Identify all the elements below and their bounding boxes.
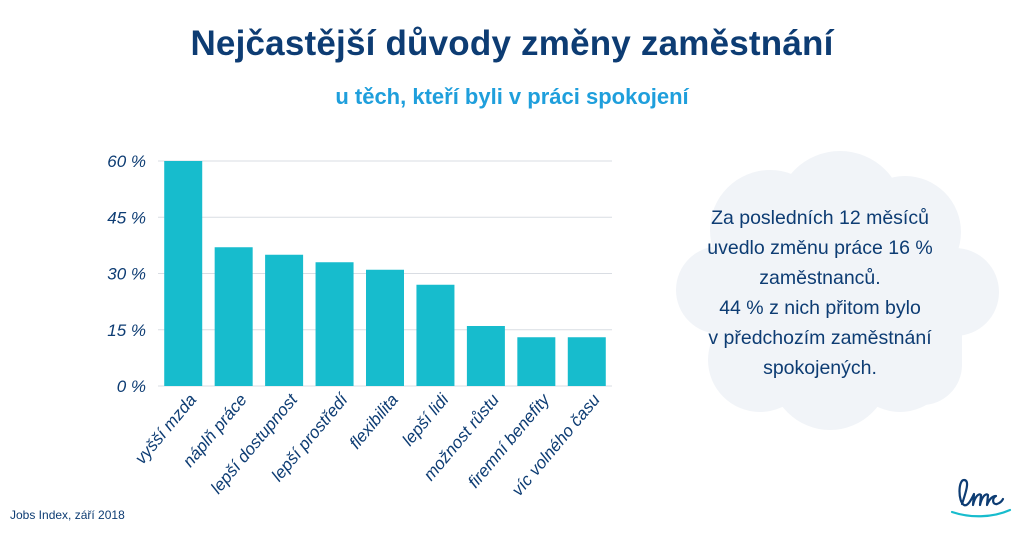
bar xyxy=(366,269,404,386)
y-tick-label: 0 % xyxy=(117,377,146,396)
source-note: Jobs Index, září 2018 xyxy=(10,508,125,522)
side-note-line: Za posledních 12 měsíců xyxy=(711,207,929,229)
bar xyxy=(517,337,556,386)
x-tick-label: flexibilita xyxy=(346,390,402,452)
side-note-line: 44 % z nich přitom bylo xyxy=(719,297,921,319)
cloud-body xyxy=(712,225,962,405)
bar xyxy=(416,284,455,386)
chart-title: Nejčastější důvody změny zaměstnání xyxy=(190,24,834,63)
background-cloud-decoration xyxy=(676,151,999,430)
x-tick-label: lepší dostupnost xyxy=(207,389,302,497)
side-note: Za posledních 12 měsíců uvedlo změnu prá… xyxy=(670,203,970,383)
lmc-logo-icon xyxy=(950,478,1012,518)
y-tick-label: 45 % xyxy=(107,208,146,227)
side-note-line: zaměstnanců. xyxy=(759,267,881,289)
chart-bars xyxy=(164,161,606,386)
chart-subtitle: u těch, kteří byli v práci spokojení xyxy=(335,84,689,109)
x-tick-label: víc volného času xyxy=(508,390,604,500)
y-tick-label: 15 % xyxy=(107,321,146,340)
y-tick-label: 60 % xyxy=(107,152,146,171)
bar xyxy=(315,262,354,386)
side-note-line: spokojených. xyxy=(763,357,877,379)
side-note-line: uvedlo změnu práce 16 % xyxy=(707,237,933,259)
bar xyxy=(214,247,253,386)
bar xyxy=(265,254,304,386)
bar xyxy=(466,326,505,386)
y-axis-ticks: 0 % 15 % 30 % 45 % 60 % xyxy=(107,152,146,396)
bar xyxy=(164,161,203,386)
bar xyxy=(567,337,606,386)
side-note-line: v předchozím zaměstnání xyxy=(708,327,932,349)
y-tick-label: 30 % xyxy=(107,265,146,284)
